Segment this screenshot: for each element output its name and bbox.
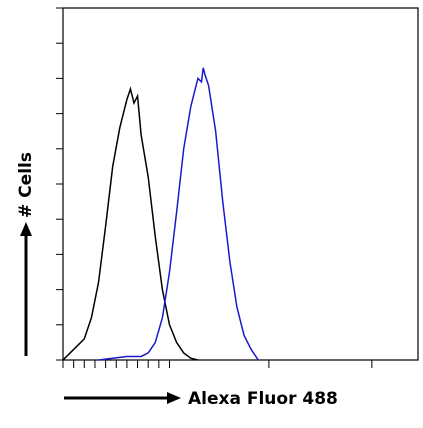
y-arrow-head bbox=[20, 222, 32, 236]
plot-frame bbox=[62, 7, 419, 361]
x-axis-label: Alexa Fluor 488 bbox=[188, 389, 338, 409]
histogram-line bbox=[62, 86, 199, 361]
x-arrow-head bbox=[167, 392, 181, 404]
histogram-line bbox=[98, 67, 259, 361]
y-axis-label: # Cells bbox=[16, 152, 36, 218]
